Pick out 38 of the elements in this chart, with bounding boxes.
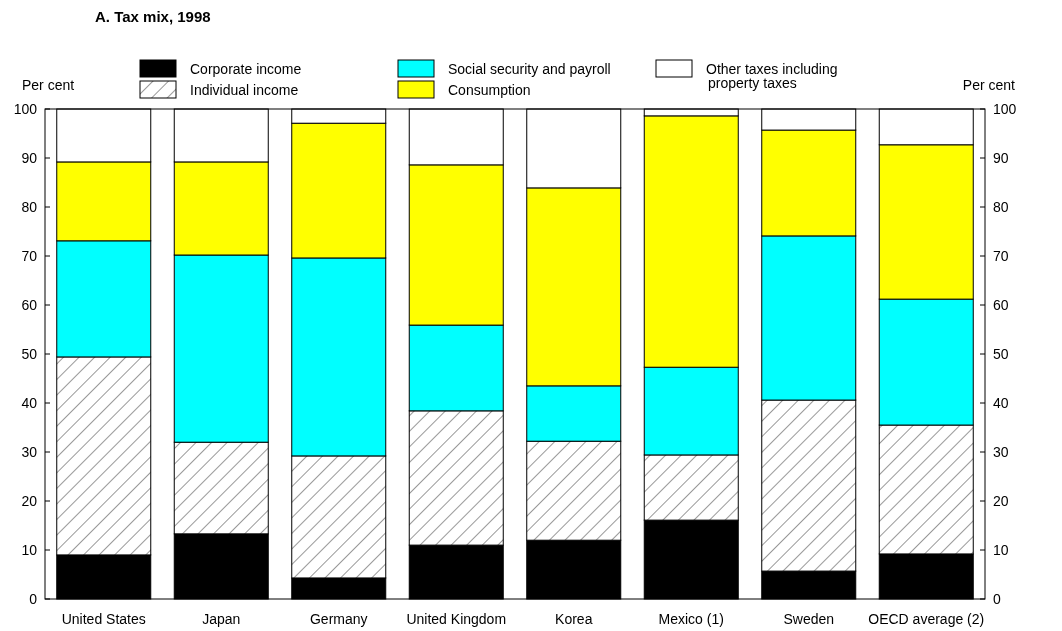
y2-axis-title: Per cent [962,77,1016,93]
y-tick-label: 10 [21,542,38,558]
x-tick-label: United Kingdom [406,611,507,627]
x-tick-label: Germany [309,611,368,627]
legend-label: Corporate income [190,61,302,77]
x-tick-label: Japan [202,611,241,627]
chart-title: A. Tax mix, 1998 [95,8,211,25]
y-tick-label: 0 [29,591,38,607]
y2-tick-label: 90 [993,150,1009,166]
y-tick-label: 70 [21,248,38,264]
x-tick-label: Korea [555,611,593,627]
y-tick-label: 40 [21,395,38,411]
y-tick-label: 90 [21,150,38,166]
y2-tick-label: 20 [993,493,1009,509]
x-tick-label: Mexico (1) [658,611,724,627]
y2-tick-label: 80 [993,199,1009,215]
y2-tick-label: 10 [993,542,1009,558]
y-axis-title: Per cent [22,77,75,93]
y-tick-label: 80 [21,199,38,215]
legend-label: Social security and payroll [448,61,611,77]
y-tick-label: 60 [21,297,38,313]
x-tick-label: OECD average (2) [868,611,985,627]
legend-label: Consumption [448,82,531,98]
y2-tick-label: 40 [993,395,1009,411]
y-tick-label: 30 [21,444,38,460]
legend-label: Individual income [190,82,299,98]
legend-label: Other taxes including property taxes [706,61,838,91]
y2-tick-label: 70 [993,248,1009,264]
y-tick-label: 20 [21,493,38,509]
y2-tick-label: 30 [993,444,1009,460]
y2-tick-label: 0 [993,591,1001,607]
y-tick-label: 50 [21,346,38,362]
x-tick-label: United States [61,611,146,627]
y2-tick-label: 60 [993,297,1009,313]
y2-tick-label: 50 [993,346,1009,362]
y-tick-label: 100 [13,101,38,117]
y2-tick-label: 100 [993,101,1017,117]
x-tick-label: Sweden [783,611,835,627]
